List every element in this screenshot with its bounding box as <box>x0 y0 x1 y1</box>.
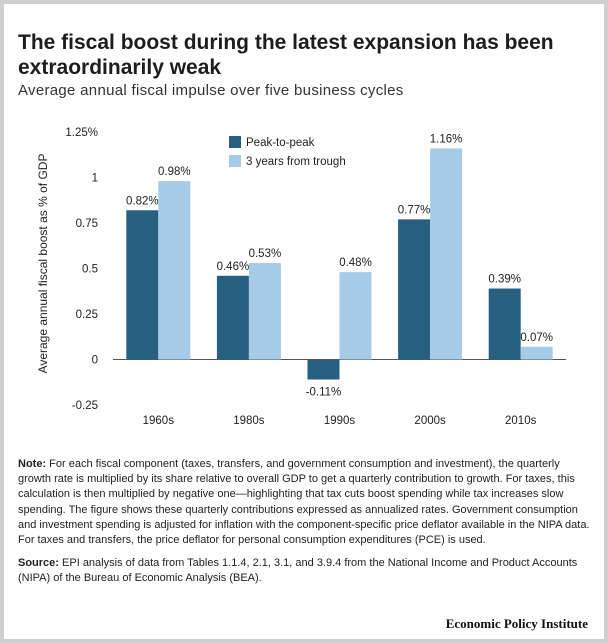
data-label: 0.39% <box>488 274 521 286</box>
data-label: 0.77% <box>398 204 431 216</box>
y-tick-label: 1 <box>92 173 98 185</box>
y-tick-label: 0.25 <box>76 309 98 321</box>
bar-trough-2000s <box>430 148 463 360</box>
note-text: For each fiscal component (taxes, transf… <box>18 458 590 547</box>
y-axis-title: Average annual fiscal boost as % of GDP <box>36 154 50 374</box>
bar-peak-to-peak-1960s <box>126 210 159 360</box>
footer-brand: Economic Policy Institute <box>445 616 588 631</box>
data-label: 0.82% <box>126 195 159 207</box>
x-tick-label: 1980s <box>233 415 265 427</box>
x-tick-label: 2010s <box>505 415 537 427</box>
x-tick-label: 1990s <box>324 415 356 427</box>
data-label: 0.07% <box>520 332 553 344</box>
frame-border-top <box>0 0 608 4</box>
data-label: 1.16% <box>430 133 463 145</box>
data-label: 0.98% <box>158 166 191 178</box>
data-label: 0.53% <box>249 248 282 260</box>
source-text: EPI analysis of data from Tables 1.1.4, … <box>18 557 578 585</box>
source-paragraph: Source: EPI analysis of data from Tables… <box>18 556 592 586</box>
note-label: Note: <box>18 458 47 470</box>
frame-border-right <box>604 0 608 643</box>
legend-label: Peak-to-peak <box>246 137 315 149</box>
x-tick-label: 2000s <box>414 415 446 427</box>
y-tick-label: 1.25% <box>65 127 98 139</box>
x-tick-label: 1960s <box>143 415 175 427</box>
bar-peak-to-peak-2000s <box>398 219 431 360</box>
frame-border-left <box>0 0 4 643</box>
bar-peak-to-peak-1990s <box>307 359 340 380</box>
chart-title: The fiscal boost during the latest expan… <box>18 31 554 79</box>
bar-trough-1960s <box>158 181 191 360</box>
bar-trough-1980s <box>248 263 281 360</box>
bar-chart: 1.25% 1 0.75 0.5 0.25 0 -0.25 Average annual fi… <box>36 127 566 427</box>
legend-swatch <box>229 136 241 148</box>
data-label: 0.46% <box>217 261 250 273</box>
notes-section: Note: For each fiscal component (taxes, … <box>18 457 592 587</box>
y-tick-label: 0.5 <box>82 264 98 276</box>
source-label: Source: <box>18 557 59 570</box>
bar-trough-2010s <box>520 346 553 360</box>
data-label: -0.11% <box>306 387 342 399</box>
legend-swatch <box>229 155 241 167</box>
y-tick-label: 0 <box>92 355 98 367</box>
chart-subtitle: Average annual fiscal impulse over five … <box>18 82 404 99</box>
legend-label: 3 years from trough <box>246 156 346 168</box>
bar-peak-to-peak-2010s <box>488 288 521 360</box>
bar-peak-to-peak-1980s <box>216 275 249 360</box>
y-tick-label: -0.25 <box>72 400 98 412</box>
y-tick-label: 0.75 <box>76 218 98 230</box>
note-paragraph: Note: For each fiscal component (taxes, … <box>18 457 592 548</box>
data-label: 0.48% <box>339 257 372 269</box>
frame-border-bottom <box>0 639 608 643</box>
bar-trough-1990s <box>339 272 372 360</box>
